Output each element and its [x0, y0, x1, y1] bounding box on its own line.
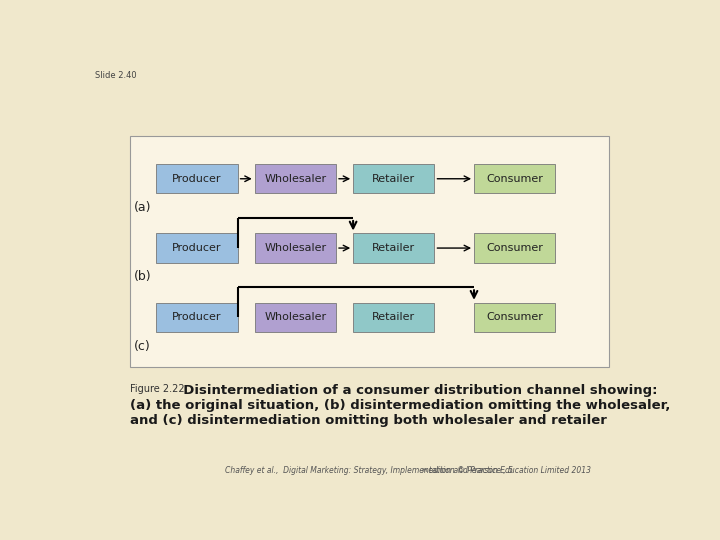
- Text: Wholesaler: Wholesaler: [264, 312, 326, 322]
- Text: Wholesaler: Wholesaler: [264, 243, 326, 253]
- Bar: [474, 303, 555, 332]
- Text: Figure 2.22: Figure 2.22: [130, 384, 185, 394]
- Text: Producer: Producer: [172, 312, 222, 322]
- Text: Disintermediation of a consumer distribution channel showing:: Disintermediation of a consumer distribu…: [174, 384, 657, 397]
- Text: Chaffey et al.,  Digital Marketing: Strategy, Implementation and Practice , 5: Chaffey et al., Digital Marketing: Strat…: [225, 466, 513, 475]
- Text: Consumer: Consumer: [486, 312, 543, 322]
- Bar: [353, 164, 434, 193]
- Text: Retailer: Retailer: [372, 243, 415, 253]
- Bar: [255, 164, 336, 193]
- Text: (a): (a): [134, 201, 151, 214]
- Bar: [156, 164, 238, 193]
- Text: edition © Pearson Education Limited 2013: edition © Pearson Education Limited 2013: [426, 466, 590, 475]
- Text: Consumer: Consumer: [486, 243, 543, 253]
- Text: Producer: Producer: [172, 243, 222, 253]
- Text: and (c) disintermediation omitting both wholesaler and retailer: and (c) disintermediation omitting both …: [130, 414, 607, 427]
- Bar: [255, 233, 336, 262]
- Bar: [156, 233, 238, 262]
- Bar: [353, 233, 434, 262]
- Text: Consumer: Consumer: [486, 174, 543, 184]
- Text: Producer: Producer: [172, 174, 222, 184]
- Text: th: th: [422, 468, 428, 473]
- Text: Wholesaler: Wholesaler: [264, 174, 326, 184]
- Text: Retailer: Retailer: [372, 174, 415, 184]
- Bar: [156, 303, 238, 332]
- Bar: [474, 233, 555, 262]
- Text: (a) the original situation, (b) disintermediation omitting the wholesaler,: (a) the original situation, (b) disinter…: [130, 399, 670, 412]
- Text: Slide 2.40: Slide 2.40: [94, 71, 136, 80]
- Bar: [255, 303, 336, 332]
- Bar: [353, 303, 434, 332]
- Text: (b): (b): [133, 271, 151, 284]
- Text: Retailer: Retailer: [372, 312, 415, 322]
- Bar: [130, 136, 609, 367]
- Text: (c): (c): [134, 340, 150, 353]
- Bar: [474, 164, 555, 193]
